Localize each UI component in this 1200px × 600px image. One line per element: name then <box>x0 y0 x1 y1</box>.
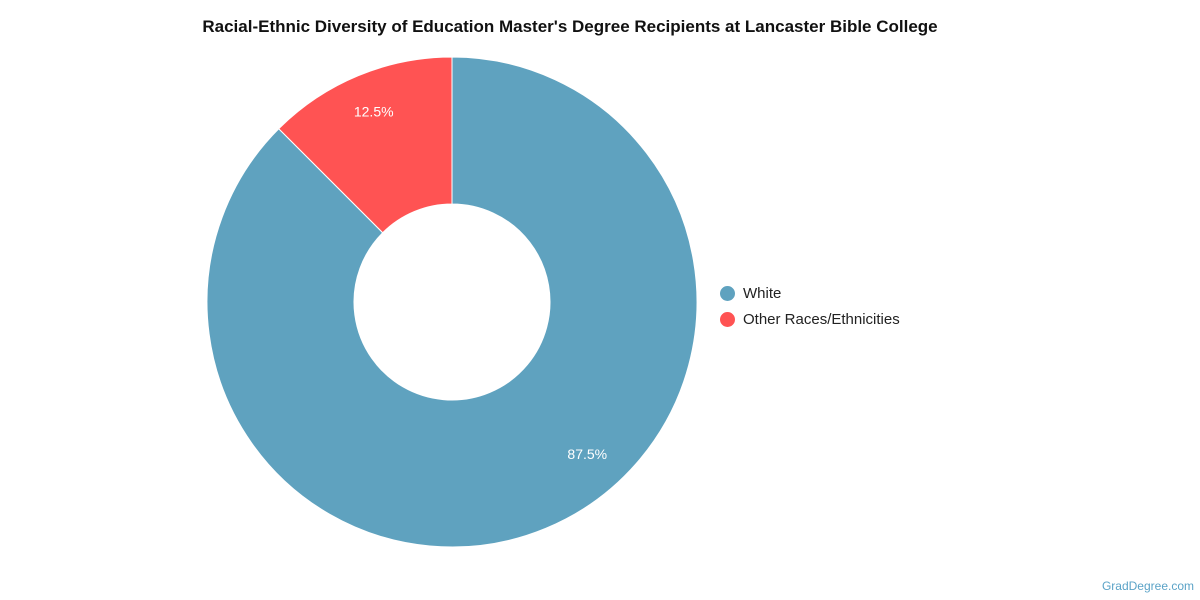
legend-swatch-white <box>720 285 735 301</box>
source-credit[interactable]: GradDegree.com <box>1101 579 1194 593</box>
legend-label-other: Other Races/Ethnicities <box>743 310 900 328</box>
slice-white[interactable] <box>206 56 698 548</box>
data-label-white: 87.5% <box>567 446 607 462</box>
legend-item-white[interactable]: White <box>720 280 900 306</box>
legend-label-white: White <box>743 284 782 302</box>
chart-title: Racial-Ethnic Diversity of Education Mas… <box>202 17 938 36</box>
slice-other[interactable] <box>278 56 453 234</box>
legend-item-other[interactable]: Other Races/Ethnicities <box>720 306 900 332</box>
data-label-other: 12.5% <box>354 104 394 120</box>
legend: White Other Races/Ethnicities <box>720 280 900 332</box>
legend-swatch-other <box>720 311 735 327</box>
